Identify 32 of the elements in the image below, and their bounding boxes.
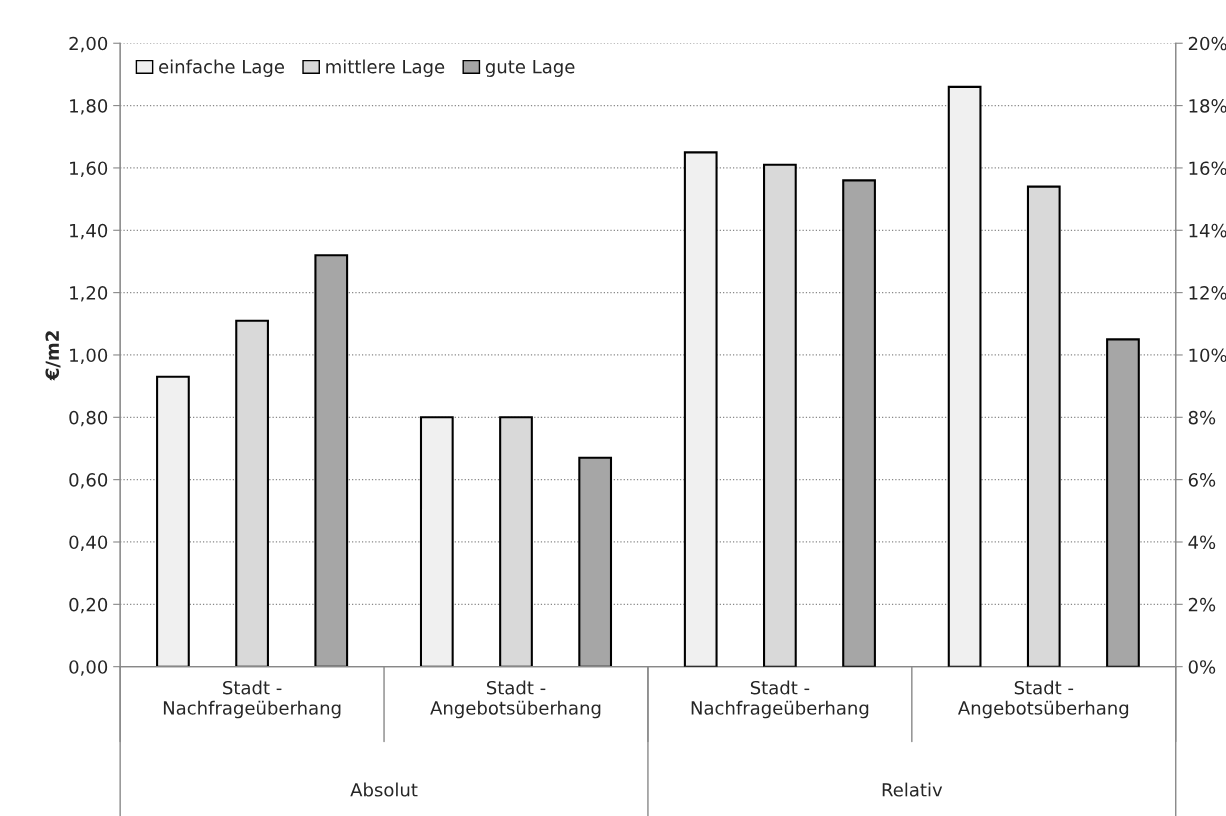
x-tick-label: Stadt - Angebotsüberhang	[957, 680, 1129, 719]
y-tick-label: 0,60	[69, 473, 108, 489]
y-tick-label: 1,40	[70, 223, 108, 240]
x-tick-label: Stadt - Nachfrageüberhang	[691, 680, 869, 719]
y-tick-label: 0,20	[69, 597, 108, 614]
y-tick-label: 1,80	[70, 99, 108, 115]
text: Absolut	[350, 782, 418, 797]
x-tick-label: Stadt - Angebotsüberhang	[430, 680, 601, 719]
y-tick-label: 1,20	[70, 286, 108, 302]
legend-label: mittlere Lage	[326, 59, 445, 77]
y2-tick-label: 2%	[1188, 597, 1216, 612]
y-tick-label: 1,60	[70, 161, 108, 177]
y2-tick-label: 12%	[1189, 286, 1226, 300]
y-tick-label: 0,00	[69, 660, 108, 676]
y2-tick-label: 10%	[1189, 348, 1226, 363]
y2-tick-label: 4%	[1188, 535, 1216, 550]
x-tick-label: Stadt - Nachfrageüberhang	[163, 680, 341, 719]
y2-tick-label: 8%	[1188, 410, 1216, 425]
legend-label: einfache Lage	[159, 59, 284, 77]
legend-label: gute Lage	[485, 60, 575, 77]
y2-tick-label: 0%	[1188, 660, 1216, 674]
y-axis-title: €/m2	[45, 331, 61, 381]
y-tick-label: 1,00	[70, 348, 108, 364]
y2-tick-label: 16%	[1189, 161, 1226, 176]
text: Relativ	[882, 782, 943, 797]
y2-tick-label: 14%	[1189, 223, 1226, 238]
y-tick-label: 2,00	[69, 36, 108, 53]
y-tick-label: 0,40	[69, 535, 108, 551]
y-tick-label: 0,80	[69, 410, 108, 427]
y2-tick-label: 6%	[1188, 473, 1216, 487]
y2-tick-label: 20%	[1188, 36, 1226, 51]
y2-tick-label: 18%	[1189, 99, 1226, 113]
